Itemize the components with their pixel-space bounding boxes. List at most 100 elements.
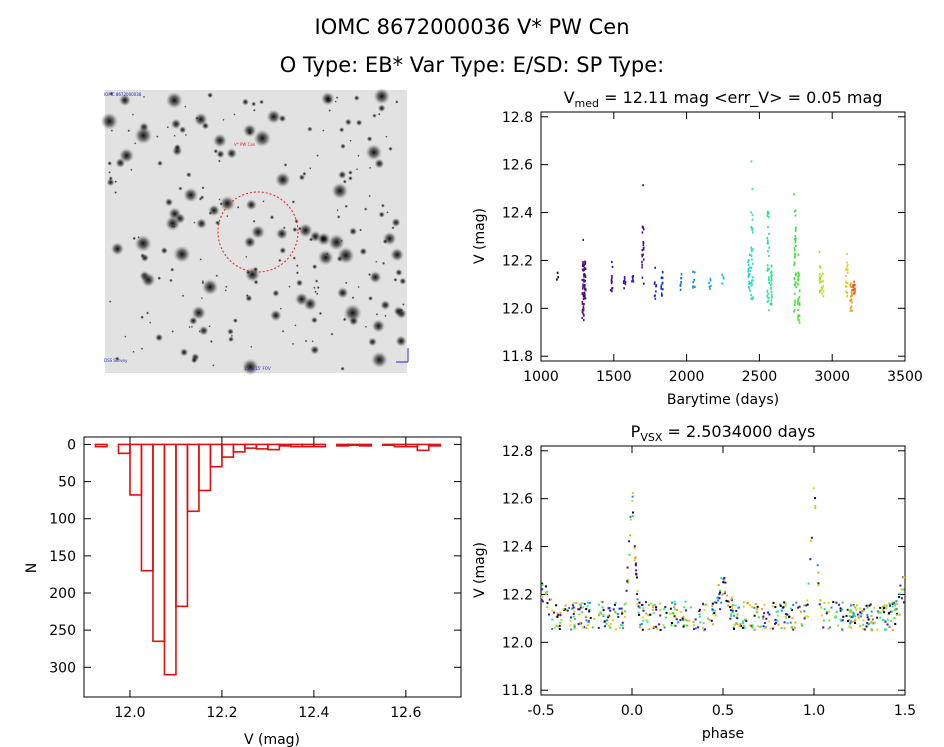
lightcurve-point: [794, 209, 797, 212]
phased-point: [803, 616, 806, 619]
phased-point: [658, 602, 661, 605]
lightcurve-point: [770, 270, 773, 273]
lightcurve-point: [557, 276, 560, 279]
phased-point: [683, 624, 686, 627]
phased-point: [673, 608, 676, 611]
lightcurve-point: [771, 295, 773, 298]
lightcurve-point: [849, 309, 852, 312]
phased-point: [848, 615, 851, 618]
lightcurve-xtick-label: 2500: [742, 369, 778, 385]
phased-point: [762, 625, 765, 628]
sky-star: [134, 235, 152, 252]
phased-point: [885, 604, 888, 607]
phased-point: [840, 619, 843, 622]
lightcurve-point: [766, 295, 768, 298]
phased-point: [675, 618, 678, 621]
lightcurve-point: [766, 239, 769, 242]
lightcurve-point: [850, 298, 852, 302]
phased-point: [642, 619, 645, 622]
sky-star: [291, 342, 295, 346]
histogram-bar: [163, 443, 177, 676]
phased-point: [730, 614, 733, 617]
sky-star: [188, 325, 191, 329]
histogram-bar: [244, 443, 258, 449]
phased-point: [851, 615, 854, 618]
lightcurve-point: [853, 292, 856, 295]
lightcurve-point: [721, 282, 723, 285]
phased-point: [712, 623, 715, 626]
sky-star: [294, 324, 297, 327]
phased-point: [703, 629, 706, 632]
sky-star: [298, 174, 306, 181]
phased-point: [621, 624, 624, 627]
sky-star: [391, 217, 401, 228]
phased-point: [602, 615, 605, 618]
lightcurve-point: [751, 298, 754, 301]
phased-point: [763, 612, 766, 615]
phased-point: [541, 588, 544, 591]
sky-star: [253, 129, 272, 148]
lightcurve-point: [642, 282, 645, 285]
sky-star: [140, 315, 145, 320]
phased-point: [838, 603, 841, 606]
phased-point: [607, 606, 610, 609]
phased-point: [834, 616, 837, 619]
lightcurve-point: [845, 268, 847, 272]
phased-point: [761, 608, 764, 611]
lightcurve-point: [852, 285, 854, 288]
phased-point: [735, 621, 738, 624]
phased-point: [597, 626, 600, 629]
sky-star: [114, 180, 118, 184]
phased-point: [620, 623, 623, 626]
lightcurve-point: [797, 278, 799, 281]
phased-point: [713, 601, 716, 604]
phased-point: [693, 624, 696, 627]
lightcurve-point: [611, 290, 613, 293]
phased-point: [647, 604, 650, 607]
phased-point: [727, 604, 730, 607]
lightcurve-point: [654, 297, 657, 300]
lightcurve-point: [767, 241, 769, 245]
phased-point: [776, 614, 779, 617]
lightcurve-point: [768, 267, 770, 270]
lightcurve-point: [797, 315, 799, 318]
sky-star: [250, 345, 253, 348]
lightcurve-point: [610, 282, 613, 285]
phased-point: [560, 619, 563, 622]
lightcurve-point: [846, 268, 849, 271]
lightcurve-point: [851, 294, 853, 297]
lightcurve-point: [750, 266, 753, 269]
lightcurve-point: [655, 285, 657, 288]
lightcurve-point: [770, 286, 772, 289]
phased-point: [779, 604, 782, 607]
sky-star: [140, 253, 149, 262]
lightcurve-xtick-label: 3000: [814, 369, 850, 385]
phased-point: [767, 620, 770, 623]
sky-star: [166, 125, 170, 129]
phased-point: [659, 628, 662, 631]
sky-star: [201, 278, 219, 296]
phased-point: [751, 626, 754, 629]
lightcurve-point: [660, 286, 662, 289]
phased-point: [580, 604, 583, 607]
lightcurve-point: [770, 287, 772, 291]
sky-star: [395, 268, 403, 277]
sky-star: [357, 154, 360, 157]
phased-point: [572, 615, 575, 618]
sky-star: [173, 143, 181, 152]
phased-point: [631, 495, 634, 498]
phased-point: [632, 511, 635, 514]
sky-star: [374, 158, 385, 169]
phased-point: [568, 606, 571, 609]
lightcurve-point: [849, 282, 852, 285]
sky-star: [377, 104, 386, 113]
sky-star: [109, 91, 114, 96]
phased-point: [887, 611, 890, 614]
sky-star: [160, 247, 168, 255]
lightcurve-point: [854, 290, 856, 293]
sky-star: [198, 330, 201, 333]
lightcurve-point: [611, 265, 614, 268]
sky-star: [304, 339, 308, 343]
lightcurve-xtick-label: 1000: [523, 369, 559, 385]
lightcurve-point: [653, 282, 656, 285]
